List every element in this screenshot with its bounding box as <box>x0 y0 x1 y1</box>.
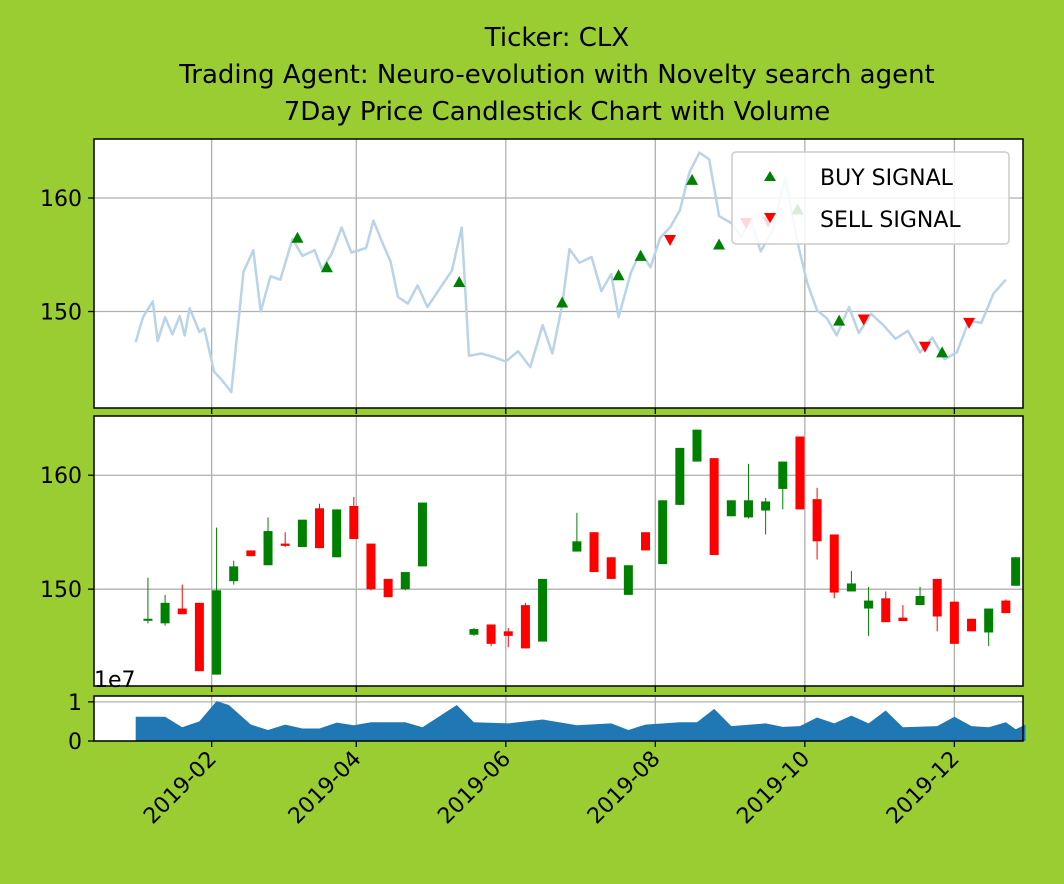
candle-body <box>761 501 771 511</box>
sell-signal-marker <box>918 341 931 353</box>
candle-body <box>280 543 290 546</box>
candle-body <box>881 598 891 623</box>
price-y-axis: 150 160 <box>40 187 956 414</box>
volume-panel-frame <box>93 695 1024 742</box>
candle-body <box>520 605 530 649</box>
buy-signal-marker <box>713 238 726 250</box>
candle-body <box>194 602 204 672</box>
candle-body <box>1001 600 1011 614</box>
candle-body <box>400 572 410 590</box>
volume-panel: 01 1e7 <box>68 668 1026 755</box>
title-line-2: Trading Agent: Neuro-evolution with Nove… <box>178 60 935 90</box>
candlestick-panel: 150 160 <box>40 415 1024 692</box>
y-tick-label: 150 <box>40 301 82 326</box>
y-tick-label: 150 <box>40 578 82 603</box>
volume-scale-label: 1e7 <box>94 668 136 693</box>
candle-body <box>383 578 393 598</box>
price-line <box>134 151 1007 394</box>
candle-body <box>538 578 548 642</box>
candle-body <box>315 508 325 549</box>
buy-signal-marker <box>453 276 466 288</box>
candle-body <box>1011 557 1021 586</box>
candlestick-panel-frame <box>93 415 1024 687</box>
legend: BUY SIGNAL SELL SIGNAL <box>731 151 1010 245</box>
candle-body <box>709 458 719 555</box>
candle-body <box>366 543 376 590</box>
price-panel-frame <box>93 138 1024 409</box>
candle-body <box>589 532 599 573</box>
candle-body <box>812 499 822 542</box>
candle-body <box>675 447 685 505</box>
candle-body <box>572 541 582 552</box>
candle-body <box>658 500 668 565</box>
candle-body <box>864 600 874 609</box>
candle-body <box>332 509 342 558</box>
buy-signal-marker <box>291 231 304 243</box>
buy-signal-marker <box>833 314 846 326</box>
sell-signal-marker <box>664 235 677 247</box>
candle-body <box>246 550 256 557</box>
sell-signal-marker <box>963 317 976 329</box>
buy-signal-marker <box>556 296 569 308</box>
candle-body <box>949 601 959 644</box>
buy-signal-marker <box>612 269 625 281</box>
candle-body <box>726 500 736 517</box>
candle-body <box>263 531 273 566</box>
legend-sell-marker <box>764 213 776 223</box>
candle-body <box>915 596 925 606</box>
candle-body <box>623 565 633 595</box>
candle-body <box>795 436 805 510</box>
y-tick-label: 160 <box>40 187 82 212</box>
candle-body <box>160 602 170 624</box>
candle-body <box>778 461 788 489</box>
candle-body <box>177 608 187 615</box>
legend-buy-label: BUY SIGNAL <box>820 166 954 191</box>
buy-signal-marker <box>686 173 699 185</box>
candle-body <box>297 519 307 548</box>
candlestick-y-axis: 150 160 <box>40 464 956 692</box>
title-line-1: Ticker: CLX <box>484 23 629 53</box>
candle-body <box>503 631 513 636</box>
price-panel: 150 160 BUY SIGNAL SELL SIGNAL <box>40 138 1024 414</box>
candle-body <box>641 532 651 551</box>
candle-body <box>143 618 153 621</box>
volume-y-axis: 01 <box>68 691 956 755</box>
candle-body <box>898 617 908 622</box>
candle-body <box>417 502 427 567</box>
volume-area <box>135 701 1026 741</box>
sell-signal-marker <box>857 314 870 326</box>
y-tick-label: 0 <box>68 730 82 755</box>
candle-body <box>743 500 753 518</box>
candle-body <box>846 583 856 592</box>
y-tick-label: 1 <box>68 691 82 716</box>
candle-body <box>967 618 977 632</box>
candle-body <box>606 557 616 579</box>
buy-signal-marker <box>320 261 333 273</box>
candle-body <box>349 506 359 540</box>
candle-body <box>984 608 994 633</box>
candles <box>143 429 1021 675</box>
candle-body <box>486 624 496 644</box>
candlestick-panel-background <box>94 416 1023 686</box>
candle-body <box>212 590 222 675</box>
legend-sell-label: SELL SIGNAL <box>820 208 961 233</box>
candle-body <box>932 578 942 617</box>
candle-body <box>229 566 239 582</box>
candle-body <box>469 629 479 635</box>
candle-body <box>692 429 702 462</box>
title-line-3: 7Day Price Candlestick Chart with Volume <box>284 97 831 127</box>
buy-signal-marker <box>634 249 647 261</box>
legend-box <box>731 151 1010 245</box>
legend-buy-marker <box>764 171 776 181</box>
candle-body <box>829 534 839 593</box>
y-tick-label: 160 <box>40 464 82 489</box>
buy-signal-marker <box>936 346 949 358</box>
